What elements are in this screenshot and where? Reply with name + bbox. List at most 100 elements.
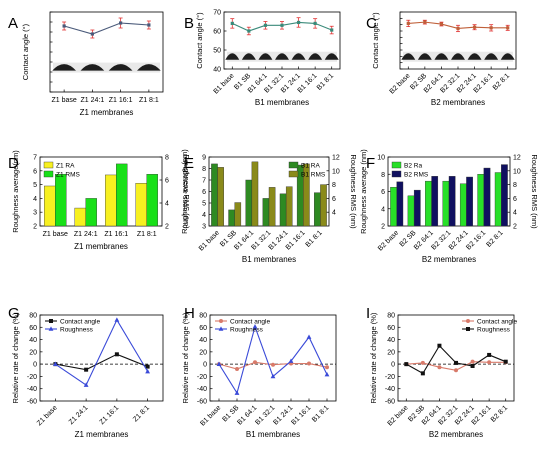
data-point [263, 23, 268, 27]
y-axis-label: Roughness average (nm) [359, 149, 368, 234]
bar [55, 174, 67, 227]
bar [314, 192, 321, 227]
droplet-image [451, 53, 465, 60]
droplet-image-strip [53, 62, 160, 73]
y-tick-label: 80 [199, 313, 207, 320]
y-tick-label: -20 [385, 374, 395, 381]
y2-tick-label: 12 [332, 155, 340, 162]
y-tick-label: 5 [202, 201, 206, 208]
y-tick-label: -60 [27, 399, 37, 406]
y2-tick-label: 2 [165, 224, 169, 231]
droplet-image [500, 53, 515, 60]
legend-label: Contact angle [477, 319, 517, 326]
x-tick-label: Z1 16:1 [104, 231, 128, 238]
x-tick-label: Z1 8:1 [132, 404, 151, 423]
legend-label: Roughness [477, 327, 511, 334]
bar [407, 195, 415, 227]
y-tick-label: 60 [387, 325, 395, 332]
y-tick-label: 0 [203, 362, 207, 369]
y-tick-label: -20 [27, 374, 37, 381]
data-point [234, 390, 240, 395]
legend-label: B1 RMS [301, 172, 326, 179]
data-point [423, 20, 427, 24]
data-point [456, 26, 460, 31]
y-tick-label: 80 [29, 313, 37, 320]
droplet-image [401, 53, 416, 60]
legend-label: B2 Ra [404, 163, 422, 170]
data-point [439, 22, 444, 26]
legend-swatch [43, 161, 54, 169]
bar [44, 185, 56, 227]
y-axis-label: Relative rate of change (%) [11, 312, 20, 403]
x-tick-label: Z1 base [43, 231, 68, 238]
bar [483, 167, 491, 227]
bar [262, 198, 270, 227]
x-axis-label: B2 membranes [422, 255, 476, 264]
data-point [145, 368, 151, 374]
plot-frame [39, 314, 164, 402]
bar [477, 174, 485, 227]
x-axis-label: B2 membranes [429, 430, 483, 439]
data-point [296, 20, 301, 25]
droplet-image [434, 53, 449, 60]
y-tick-label: 40 [387, 337, 395, 344]
data-point [114, 352, 119, 357]
x-axis-label: B1 membranes [255, 98, 309, 107]
data-point [324, 371, 330, 377]
legend-marker [466, 319, 470, 323]
legend-label: Roughness [60, 327, 94, 334]
y-tick-label: 2 [33, 224, 37, 231]
droplet-image [467, 53, 482, 60]
data-point [307, 361, 311, 366]
data-point [271, 362, 275, 367]
droplet-image [308, 53, 323, 60]
bar [146, 174, 158, 227]
data-point [114, 317, 120, 322]
legend-marker [219, 319, 223, 323]
legend-swatch [288, 161, 299, 169]
y-tick-label: 3 [202, 224, 206, 231]
data-point [119, 21, 123, 25]
x-tick-label: B1 base [199, 404, 222, 427]
plot-frame [49, 11, 164, 93]
legend-marker [466, 327, 470, 331]
legend-label: Contact angle [60, 319, 100, 326]
legend-label: Roughness [230, 327, 264, 334]
bar [425, 180, 432, 227]
y-tick-label: 40 [213, 67, 221, 74]
bar [303, 163, 310, 227]
x-axis-label: B2 membranes [431, 98, 485, 107]
y-tick-label: 2 [381, 224, 385, 231]
droplet-image [225, 53, 240, 60]
bar [245, 179, 253, 227]
x-tick-label: Z1 24:1 [81, 97, 105, 104]
bar [85, 198, 97, 227]
series-line [55, 353, 148, 371]
y2-tick-label: 4 [165, 201, 169, 208]
bar [234, 202, 242, 227]
panel-label: F [366, 155, 375, 172]
data-point [506, 26, 510, 30]
y-tick-label: 60 [213, 29, 221, 36]
y2-tick-label: 4 [332, 210, 336, 217]
droplet-image [258, 53, 273, 60]
droplet-image [80, 64, 105, 71]
y-tick-label: 6 [33, 168, 37, 175]
panel-label: B [184, 15, 194, 32]
bar [268, 187, 276, 227]
y2-tick-label: 4 [513, 210, 517, 217]
y2-tick-label: 8 [513, 182, 517, 189]
data-point [503, 359, 508, 364]
y-tick-label: 0 [391, 362, 395, 369]
x-tick-label: B2 base [377, 229, 400, 252]
data-point [313, 21, 317, 25]
legend-label: Z1 RA [56, 163, 75, 170]
droplet-image [52, 64, 76, 71]
y-tick-label: 40 [29, 337, 37, 344]
bar [396, 181, 404, 227]
x-tick-label: B2 8:1 [490, 404, 509, 423]
